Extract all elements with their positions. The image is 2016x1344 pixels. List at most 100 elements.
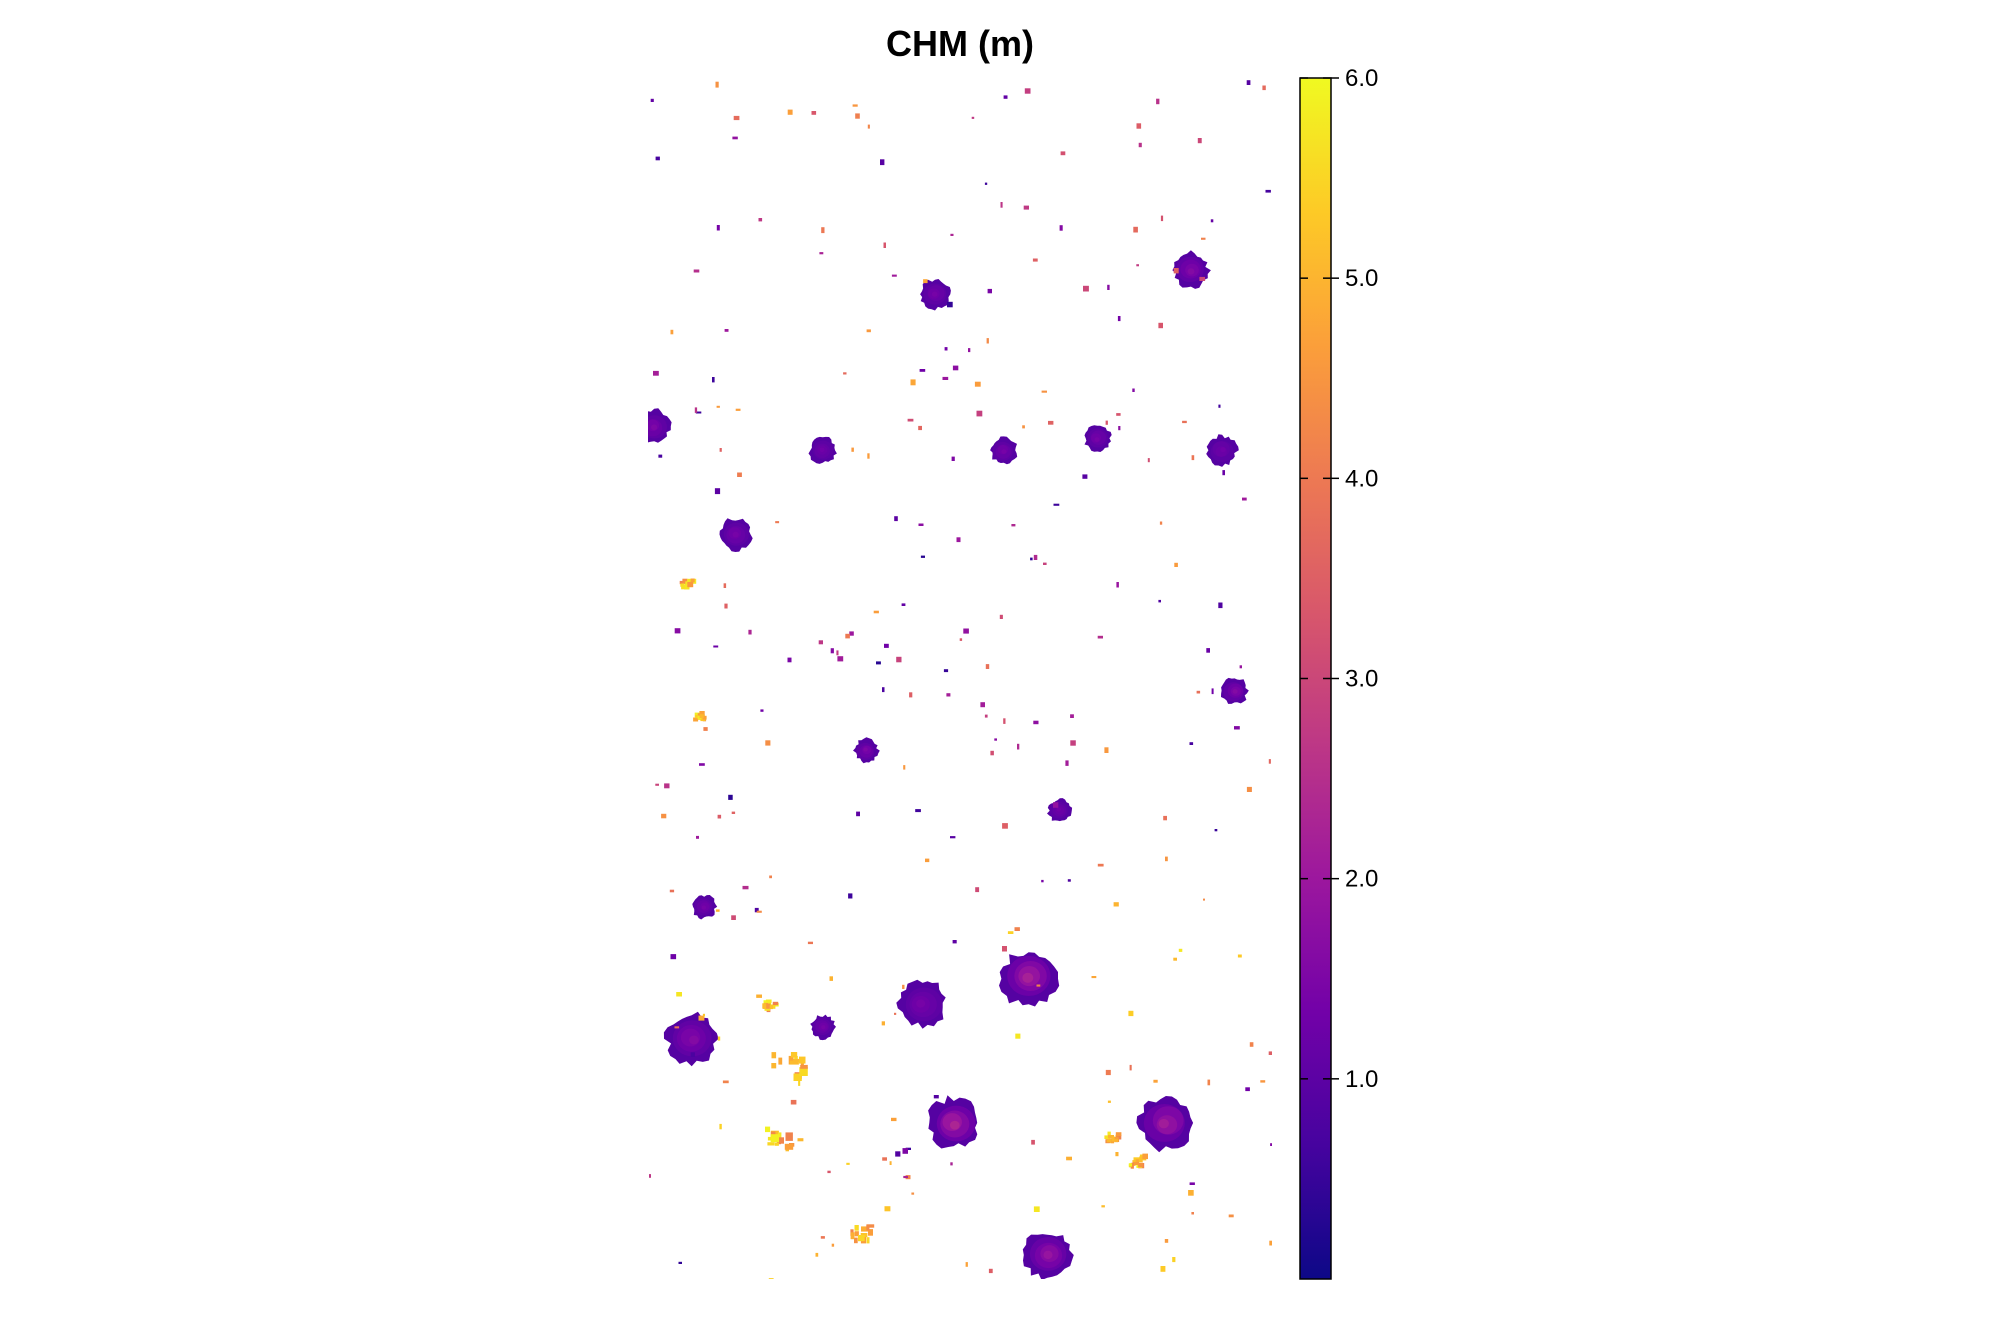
vegetation-speck <box>1165 856 1168 862</box>
tree-crown-layer <box>821 1025 826 1030</box>
tree-crown-layer <box>1001 449 1007 454</box>
vegetation-speck <box>837 656 844 662</box>
vegetation-speck <box>1091 976 1097 979</box>
vegetation-speck <box>1000 202 1003 208</box>
vegetation-speck <box>984 182 988 185</box>
tree-crown <box>648 408 672 443</box>
vegetation-speck <box>693 269 700 273</box>
vegetation-speck <box>1105 420 1108 425</box>
vegetation-speck <box>724 603 728 609</box>
chart-title: CHM (m) <box>886 23 1034 64</box>
colorbar-tick-label: 2.0 <box>1345 866 1378 893</box>
vegetation-speck <box>1214 829 1218 832</box>
vegetation-speck <box>894 516 898 522</box>
vegetation-speck <box>881 1021 885 1026</box>
vegetation-speck <box>1033 1206 1040 1212</box>
vegetation-speck <box>811 111 817 115</box>
vegetation-speck <box>1033 554 1038 560</box>
vegetation-speck <box>1014 927 1020 931</box>
vegetation-speck <box>918 425 922 431</box>
vegetation-speck <box>1269 1240 1272 1246</box>
vegetation-speck <box>1067 879 1071 882</box>
vegetation-speck <box>714 488 721 495</box>
vegetation-speck <box>920 555 925 558</box>
vegetation-speck <box>980 702 985 708</box>
vegetation-speck <box>1116 413 1121 416</box>
vegetation-speck <box>963 628 969 634</box>
vegetation-speck <box>950 836 956 839</box>
vegetation-speck <box>944 347 948 351</box>
vegetation-speck <box>867 453 870 459</box>
shrub-cluster-pixel <box>784 1143 794 1150</box>
vegetation-speck <box>855 113 860 119</box>
vegetation-speck <box>674 628 681 634</box>
vegetation-speck <box>845 633 850 639</box>
shrub-cluster-pixel <box>788 1055 794 1065</box>
shrub-cluster-pixel <box>1115 1132 1122 1137</box>
vegetation-speck <box>827 1170 831 1174</box>
vegetation-speck <box>702 1013 705 1017</box>
vegetation-speck <box>1015 1033 1021 1039</box>
shrub-cluster-pixel <box>693 717 699 722</box>
vegetation-speck <box>1097 635 1103 639</box>
vegetation-speck <box>1159 521 1163 525</box>
vegetation-speck <box>1242 497 1247 501</box>
vegetation-speck <box>1182 420 1187 424</box>
vegetation-speck <box>1189 742 1194 745</box>
vegetation-speck <box>1203 898 1205 901</box>
shrub-cluster-pixel <box>1106 1139 1111 1143</box>
colorbar-legend: 1.0 2.0 3.0 4.0 5.0 6.0 <box>1299 65 1378 1280</box>
vegetation-speck <box>1265 189 1271 193</box>
tree-crown <box>920 279 951 311</box>
vegetation-speck <box>843 372 847 375</box>
vegetation-speck <box>846 1162 850 1165</box>
vegetation-speck <box>1234 726 1240 730</box>
vegetation-speck <box>852 104 858 107</box>
vegetation-speck <box>1023 205 1029 210</box>
vegetation-speck <box>1031 1139 1035 1145</box>
vegetation-speck <box>905 1147 911 1150</box>
vegetation-speck <box>1129 1064 1132 1071</box>
vegetation-speck <box>1115 1152 1119 1157</box>
vegetation-speck <box>1113 902 1119 907</box>
vegetation-speck <box>1206 648 1210 653</box>
vegetation-speck <box>1246 786 1252 792</box>
shrub-cluster-pixel <box>1138 1162 1143 1168</box>
vegetation-speck <box>880 159 885 166</box>
vegetation-speck <box>724 329 729 332</box>
shrub-cluster-pixel <box>1132 1162 1139 1165</box>
shrub-cluster-pixel <box>699 714 704 718</box>
shrub-cluster-pixel <box>790 1052 798 1058</box>
shrub-cluster-pixel <box>794 1055 798 1062</box>
vegetation-speck <box>1160 1266 1166 1272</box>
vegetation-speck <box>758 218 763 222</box>
vegetation-speck <box>947 301 953 308</box>
shrub-cluster-pixel <box>680 583 685 587</box>
vegetation-speck <box>905 1175 911 1180</box>
vegetation-speck <box>1041 879 1044 883</box>
vegetation-speck <box>986 338 989 344</box>
vegetation-speck <box>873 610 879 614</box>
vegetation-speck <box>1060 151 1066 156</box>
shrub-cluster-pixel <box>767 1142 775 1146</box>
vegetation-speck <box>903 765 906 770</box>
tree-crown-layer <box>863 747 868 752</box>
vegetation-speck <box>831 1243 835 1247</box>
vegetation-speck <box>722 1080 729 1084</box>
vegetation-speck <box>1107 1100 1111 1103</box>
vegetation-speck <box>735 408 741 411</box>
vegetation-speck <box>1043 562 1047 565</box>
vegetation-speck <box>655 783 659 786</box>
vegetation-speck <box>717 814 722 819</box>
vegetation-speck <box>713 645 719 648</box>
vegetation-speck <box>959 638 963 641</box>
vegetation-speck <box>1030 557 1033 561</box>
tree-crown-layer <box>1056 807 1062 812</box>
tree-crown-layer <box>1158 1118 1169 1129</box>
vegetation-speck <box>952 365 959 371</box>
colorbar-tick-label: 1.0 <box>1345 1066 1378 1093</box>
vegetation-speck <box>1210 219 1214 223</box>
tree-crown-layer <box>819 447 825 453</box>
vegetation-speck <box>915 809 921 813</box>
vegetation-speck <box>715 81 719 88</box>
